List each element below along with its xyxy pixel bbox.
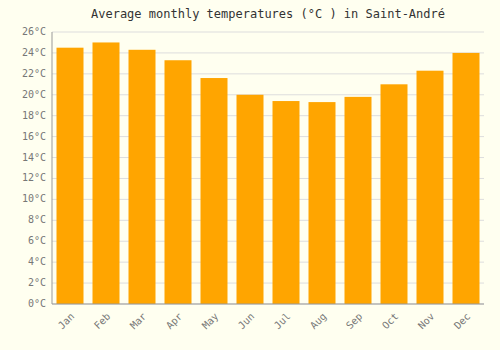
bar xyxy=(345,97,372,304)
bar xyxy=(129,50,156,304)
bar xyxy=(273,101,300,304)
y-tick-label: 6°C xyxy=(28,235,46,246)
x-tick-label: Sep xyxy=(344,311,365,332)
grid-line xyxy=(52,304,484,305)
x-tick-label: Oct xyxy=(380,311,401,332)
bar xyxy=(165,60,192,304)
x-tick-label: Dec xyxy=(452,311,473,332)
background xyxy=(0,0,500,350)
bar xyxy=(381,84,408,304)
chart: 0°C 2°C 4°C 6°C 8°C 10°C 12°C 14°C 16°C 18°C 20°C 2… xyxy=(0,0,500,350)
bar xyxy=(417,71,444,304)
y-tick-label: 2°C xyxy=(28,277,46,288)
x-tick-label: Nov xyxy=(416,311,437,332)
y-axis-line xyxy=(52,32,53,304)
bar xyxy=(201,78,228,304)
chart-container: 0°C 2°C 4°C 6°C 8°C 10°C 12°C 14°C 16°C 18°C 20°C 2… xyxy=(0,0,500,350)
x-tick-label: Jan xyxy=(56,311,77,332)
x-tick-label: Jul xyxy=(272,311,293,332)
y-tick-label: 26°C xyxy=(22,26,46,37)
y-tick-label: 20°C xyxy=(22,89,46,100)
y-tick-label: 10°C xyxy=(22,193,46,204)
bar xyxy=(237,95,264,304)
bar xyxy=(93,42,120,304)
y-tick-label: 24°C xyxy=(22,47,46,58)
x-axis-line xyxy=(52,304,484,305)
y-tick-label: 0°C xyxy=(28,298,46,309)
x-tick-label: Aug xyxy=(308,311,329,332)
y-tick-label: 8°C xyxy=(28,214,46,225)
x-tick-label: Feb xyxy=(92,311,113,332)
bar xyxy=(309,102,336,304)
bars xyxy=(57,42,480,304)
grid-line xyxy=(52,32,484,33)
y-grid xyxy=(52,32,484,304)
x-tick-label: Jun xyxy=(236,311,257,332)
x-tick-label: May xyxy=(200,311,221,332)
y-tick-label: 22°C xyxy=(22,68,46,79)
y-tick-label: 4°C xyxy=(28,256,46,267)
x-tick-label: Apr xyxy=(164,311,185,332)
y-tick-label: 16°C xyxy=(22,131,46,142)
bar xyxy=(57,48,84,304)
y-tick-label: 18°C xyxy=(22,110,46,121)
bar xyxy=(453,53,480,304)
title: Average monthly temperatures (°C ) in Sa… xyxy=(91,7,445,21)
y-tick-label: 12°C xyxy=(22,172,46,183)
y-tick-label: 14°C xyxy=(22,152,46,163)
x-tick-label: Mar xyxy=(128,311,149,332)
